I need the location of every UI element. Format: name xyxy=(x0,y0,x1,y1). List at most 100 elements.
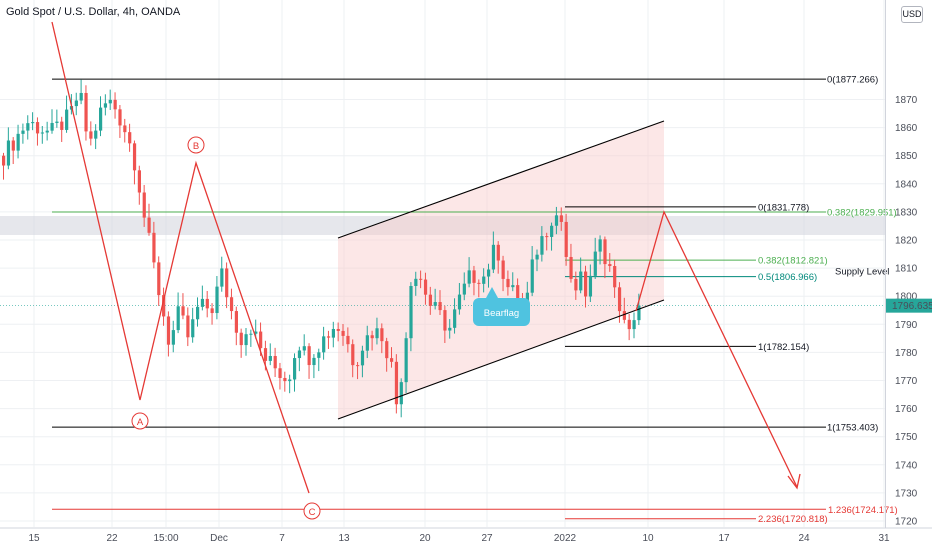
candle-body xyxy=(545,236,549,238)
candle xyxy=(94,124,98,150)
candle-body xyxy=(477,282,481,284)
candle xyxy=(457,282,462,315)
candle-body xyxy=(622,311,626,320)
candle xyxy=(627,313,631,341)
channel-lower-line xyxy=(337,299,665,420)
candle-body xyxy=(210,308,214,314)
candle xyxy=(215,276,219,320)
x-tick-label: 10 xyxy=(642,533,654,544)
candle-body xyxy=(438,302,442,311)
candle xyxy=(428,286,432,315)
candle-body xyxy=(142,192,146,218)
supply-band xyxy=(0,216,885,235)
supply-level-label: Supply Level xyxy=(835,266,889,277)
x-tick-label: 15 xyxy=(28,533,40,544)
y-tick-label: 1730 xyxy=(895,488,918,499)
price-tag-text: 1796.635 xyxy=(892,301,932,312)
drawings: 0(1877.266) 1(1753.403) 1.236(1724.171) 0(1… xyxy=(51,21,898,525)
candle-body xyxy=(511,285,515,288)
candle-body xyxy=(390,358,394,362)
candle-body xyxy=(341,330,345,336)
candle xyxy=(375,317,379,345)
candle-body xyxy=(99,107,103,131)
candle xyxy=(438,290,442,315)
candle-body xyxy=(608,264,612,267)
candle-body xyxy=(162,295,166,317)
currency-button[interactable]: USD xyxy=(901,6,923,23)
candle-body xyxy=(501,260,505,279)
candle-body xyxy=(603,239,607,265)
candle-body xyxy=(186,315,190,338)
candle-body xyxy=(530,259,534,293)
candle-body xyxy=(472,270,476,283)
y-tick-label: 1750 xyxy=(895,432,918,443)
candle xyxy=(132,140,137,185)
candle xyxy=(225,262,229,309)
candle xyxy=(191,307,195,343)
candle xyxy=(84,85,88,141)
candle xyxy=(487,263,491,288)
candle-body xyxy=(370,335,374,339)
candle xyxy=(472,265,476,296)
candle xyxy=(317,348,321,372)
wave-label-circle xyxy=(131,412,149,430)
candle xyxy=(326,330,331,349)
bearflag-label: Bearflag xyxy=(484,308,519,319)
candle-body xyxy=(375,328,379,339)
candle xyxy=(40,125,44,144)
candle-body xyxy=(137,170,141,193)
candle xyxy=(404,332,408,394)
candle-body xyxy=(157,262,161,296)
candle-body xyxy=(35,122,40,134)
candle-body xyxy=(147,217,151,233)
candle-body xyxy=(55,121,59,123)
candle xyxy=(477,279,481,298)
candle-body xyxy=(564,221,568,257)
candle xyxy=(482,268,486,293)
candle-body xyxy=(6,140,11,166)
y-tick-label: 1850 xyxy=(895,151,918,162)
candle-body xyxy=(113,99,117,110)
candle-body xyxy=(385,341,389,359)
candle xyxy=(584,265,588,308)
candle-body xyxy=(171,330,175,345)
price-tag-box xyxy=(886,298,932,313)
candle-body xyxy=(317,352,321,358)
candle xyxy=(409,282,413,352)
candle xyxy=(613,259,617,298)
fib-label: 2.236(1720.818) xyxy=(758,514,828,525)
candle-body xyxy=(632,320,636,330)
candle-body xyxy=(200,298,205,307)
candle-body xyxy=(487,269,491,277)
fib-label: 1.236(1724.171) xyxy=(828,505,898,516)
y-tick-label: 1780 xyxy=(895,348,918,359)
callout-pointer xyxy=(486,287,498,298)
candle-body xyxy=(462,283,466,295)
candle-body xyxy=(11,140,15,151)
candle-body xyxy=(453,309,457,328)
candle xyxy=(31,112,35,131)
candle xyxy=(559,207,563,231)
candle xyxy=(632,312,636,339)
candle-body xyxy=(283,377,287,382)
candle xyxy=(462,272,466,301)
candle xyxy=(341,323,345,346)
wave-line xyxy=(51,21,310,494)
candle-body xyxy=(579,271,583,291)
y-tick-label: 1720 xyxy=(895,517,918,528)
x-tick-label: Dec xyxy=(210,533,228,544)
candle-body xyxy=(278,368,282,378)
candle xyxy=(579,257,583,294)
candle xyxy=(176,292,180,334)
candle xyxy=(414,271,418,296)
x-tick-label: 20 xyxy=(419,533,431,544)
candle-body xyxy=(45,130,49,133)
candle-body xyxy=(307,346,311,366)
candle-body xyxy=(433,302,437,306)
candle xyxy=(162,287,166,326)
wave-label-text: A xyxy=(137,417,144,428)
candle-body xyxy=(496,244,500,261)
candle xyxy=(74,92,78,116)
